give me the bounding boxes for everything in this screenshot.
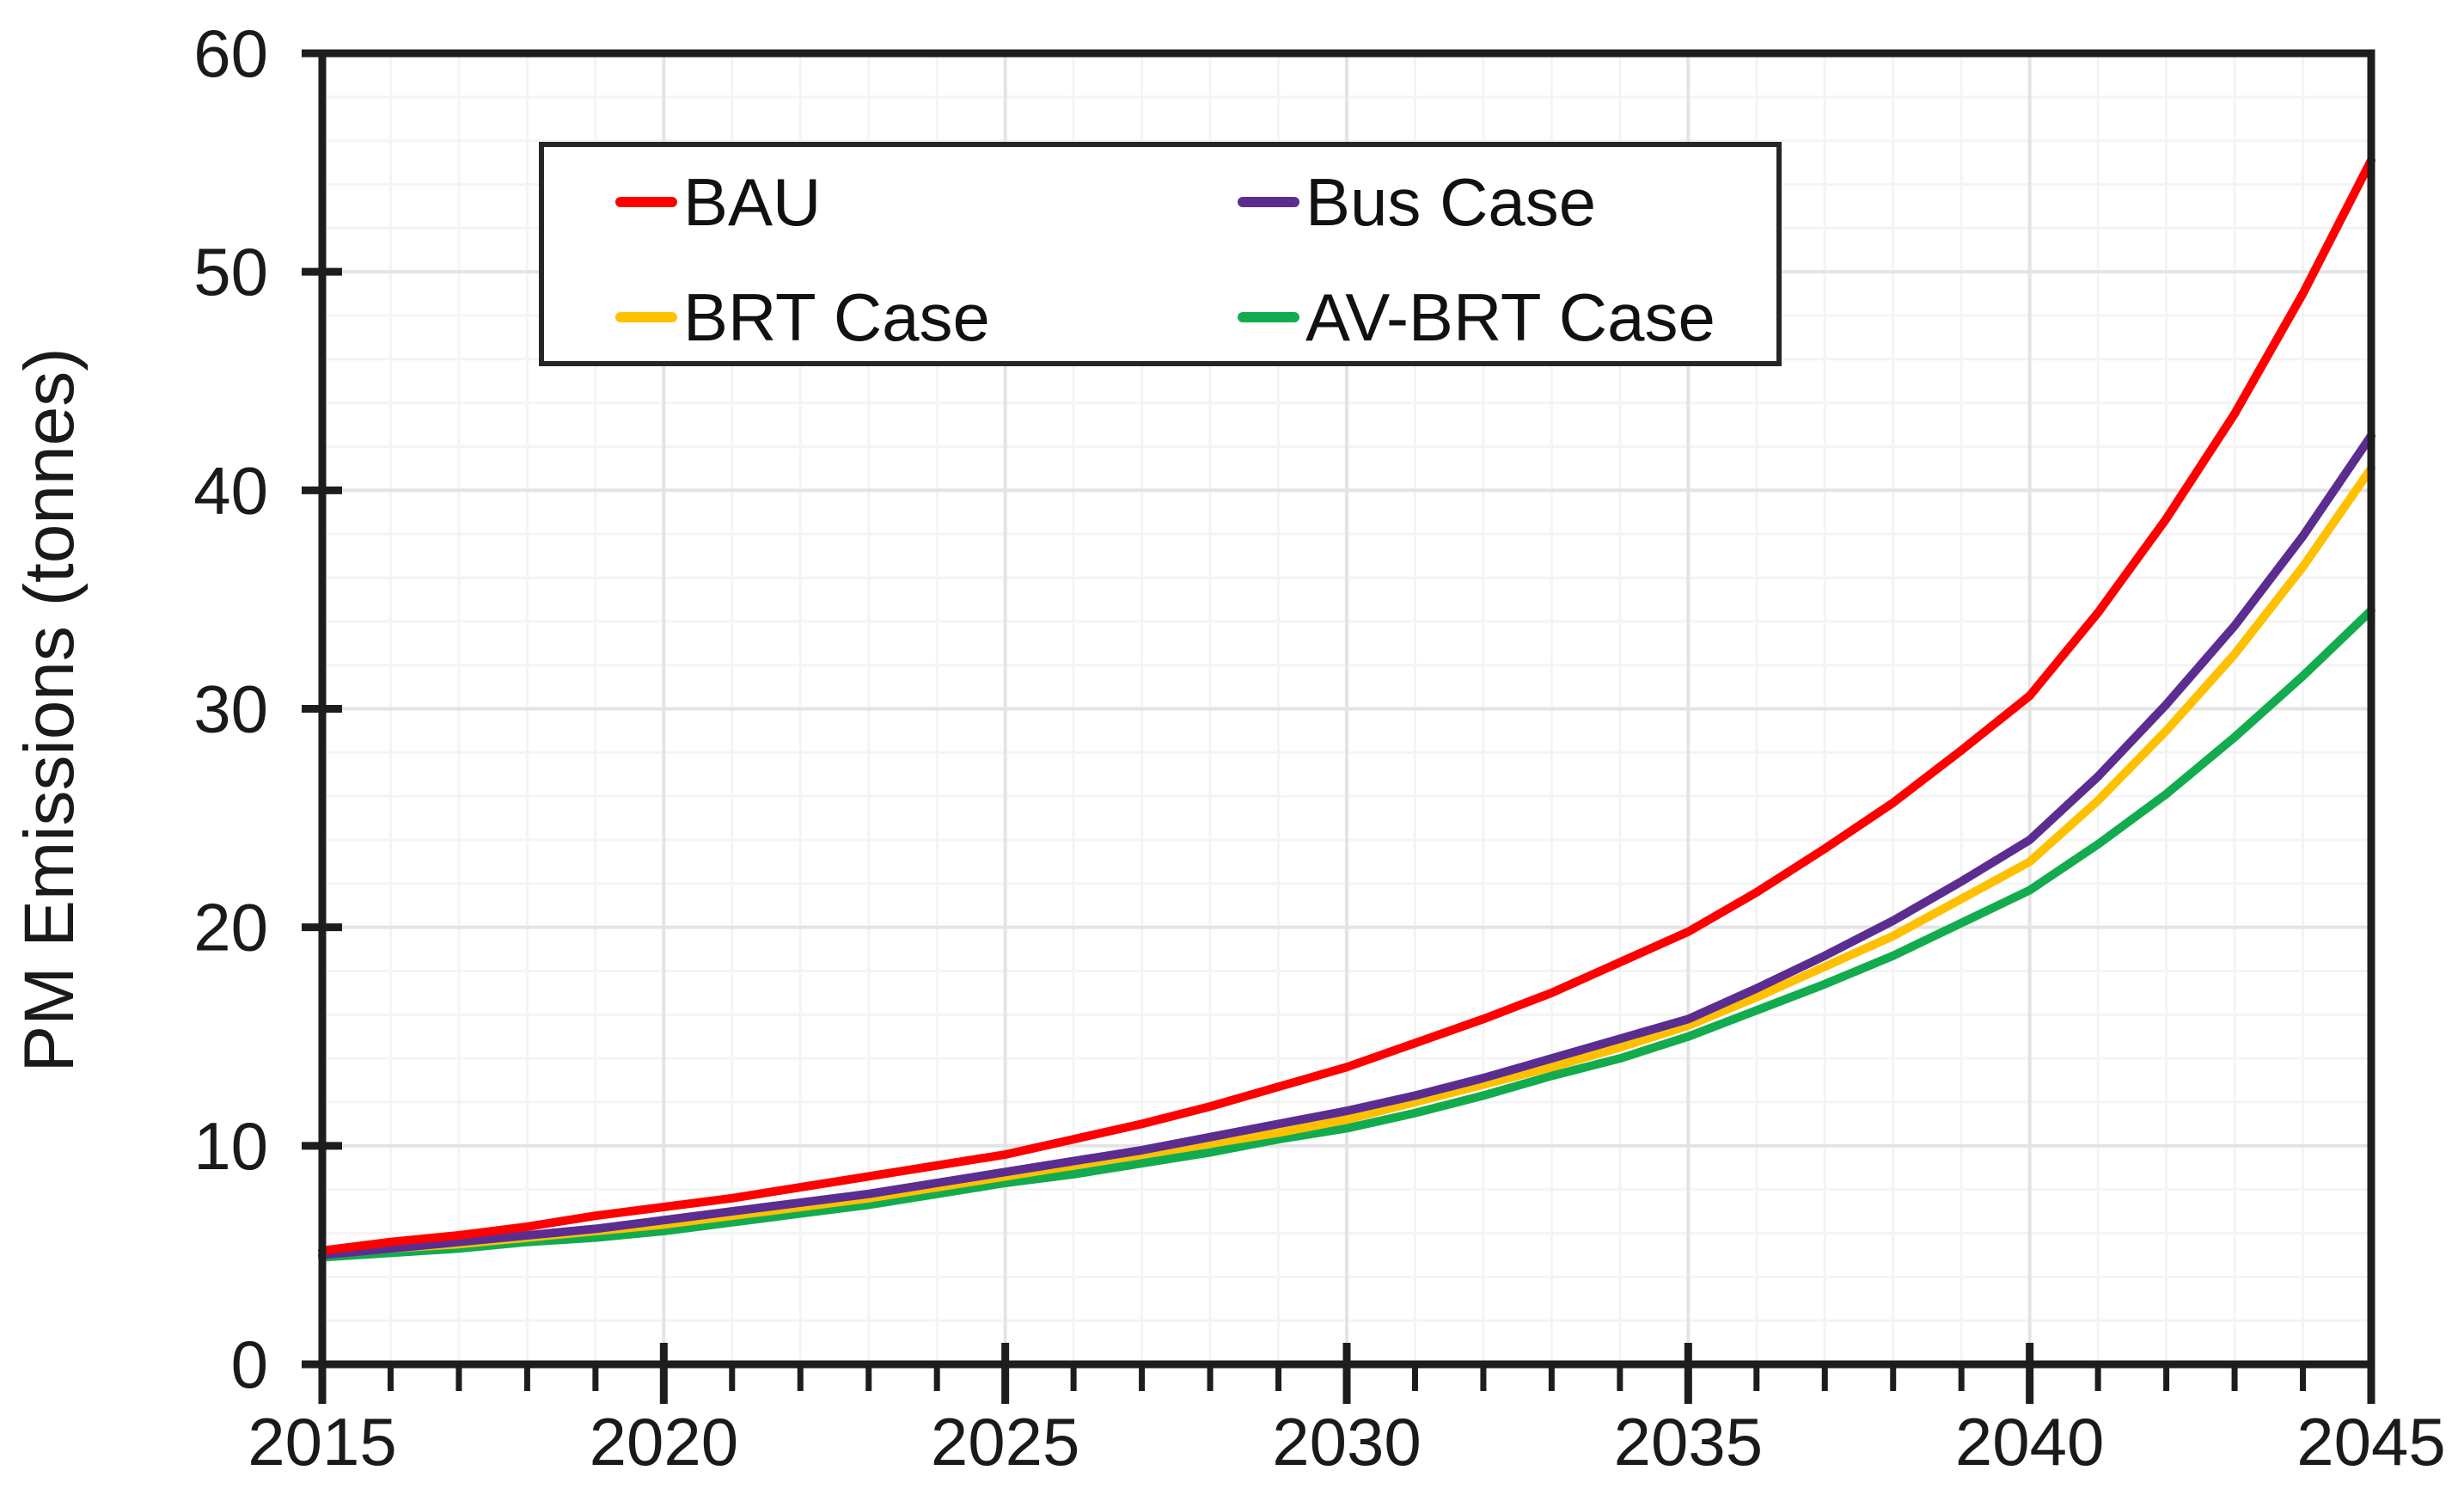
y-tick-label: 40 bbox=[193, 452, 268, 528]
legend-item-av-brt-case: AV-BRT Case bbox=[1238, 261, 1715, 373]
legend-label: Bus Case bbox=[1305, 163, 1597, 240]
series-line-bau bbox=[318, 156, 2375, 1255]
legend-label: AV-BRT Case bbox=[1305, 279, 1715, 355]
x-tick-label: 2015 bbox=[248, 1404, 397, 1480]
legend-label: BRT Case bbox=[683, 279, 990, 355]
legend-item-brt-case: BRT Case bbox=[615, 261, 990, 373]
y-tick-labels: 0 10 20 30 40 50 60 bbox=[193, 15, 268, 1402]
y-tick-label: 20 bbox=[193, 890, 268, 965]
x-tick-label: 2030 bbox=[1272, 1404, 1422, 1480]
legend-swatch-brt-case bbox=[615, 312, 677, 322]
x-tick-label: 2020 bbox=[590, 1404, 739, 1480]
x-tick-labels: 2015 2020 2025 2030 2035 2040 2045 bbox=[248, 1404, 2446, 1480]
legend-item-bau: BAU bbox=[615, 146, 821, 258]
y-tick-label: 60 bbox=[193, 15, 268, 91]
legend-swatch-bau bbox=[615, 197, 677, 207]
legend: BAU Bus Case BRT Case AV-BRT Case bbox=[539, 142, 1782, 366]
legend-swatch-bus-case bbox=[1238, 197, 1299, 207]
x-tick-label: 2035 bbox=[1614, 1404, 1764, 1480]
series-line-bus-case bbox=[318, 431, 2375, 1259]
x-tick-label: 2025 bbox=[931, 1404, 1080, 1480]
y-tick-label: 50 bbox=[193, 234, 268, 309]
y-tick-label: 30 bbox=[193, 671, 268, 747]
legend-label: BAU bbox=[683, 163, 822, 240]
series-line-av-brt-case bbox=[318, 606, 2375, 1262]
axis-ticks bbox=[302, 49, 2375, 1404]
legend-item-bus-case: Bus Case bbox=[1238, 146, 1596, 258]
legend-swatch-av-brt-case bbox=[1238, 312, 1299, 322]
x-tick-label: 2040 bbox=[1955, 1404, 2105, 1480]
y-tick-label: 0 bbox=[231, 1326, 268, 1402]
x-tick-label: 2045 bbox=[2296, 1404, 2446, 1480]
y-tick-label: 10 bbox=[193, 1108, 268, 1184]
y-axis-title: PM Emissions (tonnes) bbox=[10, 347, 89, 1073]
series-lines bbox=[318, 156, 2375, 1262]
